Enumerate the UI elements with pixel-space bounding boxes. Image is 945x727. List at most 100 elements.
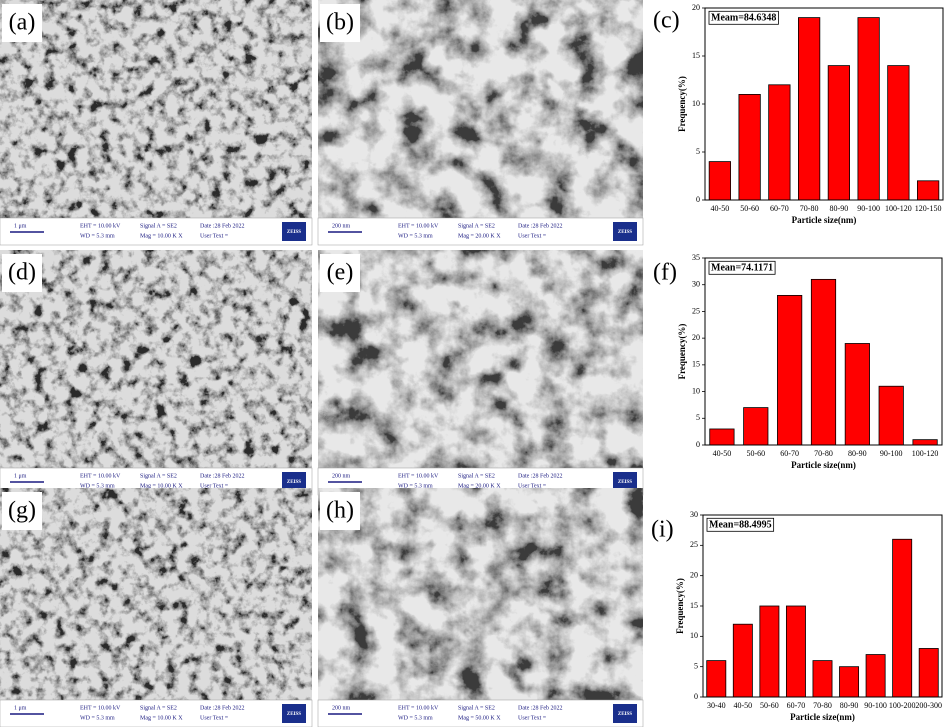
bar	[912, 439, 938, 446]
bar	[839, 666, 860, 698]
info-text: WD = 5.3 mm	[398, 483, 433, 489]
bar	[785, 605, 806, 698]
x-tick-label: 60-70	[770, 204, 789, 213]
scale-label: 200 nm	[332, 473, 351, 479]
scale-label: 1 μm	[14, 473, 27, 479]
bar	[918, 648, 939, 698]
bar	[917, 180, 940, 201]
sem-image	[0, 488, 312, 700]
x-axis-label: Particle size(nm)	[791, 460, 856, 470]
y-axis-label: Frequency(%)	[675, 578, 685, 634]
info-text: User Text =	[518, 715, 547, 721]
info-text: Date :28 Feb 2022	[200, 223, 245, 229]
panel-label: (h)	[326, 498, 354, 524]
info-bar	[0, 699, 313, 727]
plot-frame	[704, 257, 943, 446]
plot-frame	[704, 7, 944, 201]
y-tick-label: 25	[690, 540, 698, 549]
plot-frame	[702, 514, 943, 698]
bar	[812, 660, 833, 698]
x-tick-label: 50-60	[746, 449, 765, 458]
x-tick-label: 40-50	[733, 701, 752, 710]
panel-label: (d)	[8, 260, 36, 286]
panel-label: (b)	[326, 10, 354, 36]
panel-label: (g)	[8, 498, 36, 524]
annotation-box	[708, 10, 779, 25]
x-tick-label: 100-200	[889, 701, 916, 710]
info-text: EHT = 10.00 kV	[398, 473, 439, 479]
y-tick-label: 20	[692, 3, 700, 12]
y-tick-label: 5	[696, 413, 700, 422]
y-axis-label: Frequency(%)	[677, 76, 687, 132]
info-text: Signal A = SE2	[140, 473, 177, 479]
info-bar	[317, 699, 644, 727]
panel-label: (e)	[327, 260, 354, 286]
info-text: WD = 5.3 mm	[398, 233, 433, 239]
y-tick-label: 5	[696, 147, 700, 156]
y-tick-label: 25	[692, 306, 700, 315]
bar	[768, 84, 791, 201]
y-tick-label: 10	[692, 99, 700, 108]
y-tick-label: 15	[690, 601, 698, 610]
bar	[706, 660, 727, 698]
info-bar	[0, 217, 313, 246]
info-text: Mag = 10.00 K X	[140, 715, 183, 721]
y-tick-label: 5	[694, 661, 698, 670]
x-tick-label: 100-120	[912, 449, 939, 458]
bar	[857, 17, 880, 201]
x-tick-label: 50-60	[740, 204, 759, 213]
x-tick-label: 80-90	[830, 204, 849, 213]
bar	[865, 654, 886, 698]
logo: ZEISS	[287, 230, 301, 235]
bar	[708, 161, 731, 201]
info-text: EHT = 10.00 kV	[398, 705, 439, 711]
bar	[798, 17, 821, 201]
panel-label: (i)	[651, 517, 674, 543]
scale-label: 200 nm	[332, 705, 351, 711]
y-tick-label: 10	[690, 631, 698, 640]
x-tick-label: 90-100	[864, 701, 887, 710]
info-text: Date :28 Feb 2022	[200, 473, 245, 479]
logo: ZEISS	[618, 230, 632, 235]
info-text: WD = 5.3 mm	[80, 233, 115, 239]
logo-box	[613, 222, 637, 241]
x-tick-label: 70-80	[814, 449, 833, 458]
x-tick-label: 40-50	[711, 204, 730, 213]
y-tick-label: 20	[690, 570, 698, 579]
info-text: Mag = 10.00 K X	[140, 483, 183, 489]
bar	[810, 278, 837, 446]
x-tick-label: 70-80	[800, 204, 819, 213]
x-tick-label: 40-50	[713, 449, 732, 458]
info-text: Signal A = SE2	[458, 223, 495, 229]
y-axis-label: Frequency(%)	[677, 324, 687, 380]
bar	[759, 605, 780, 698]
x-tick-label: 120-150	[915, 204, 942, 213]
label-box	[320, 254, 360, 292]
logo: ZEISS	[287, 712, 301, 717]
info-text: User Text =	[518, 233, 547, 239]
y-tick-label: 15	[692, 360, 700, 369]
sem-image	[0, 0, 312, 218]
info-bar	[317, 217, 644, 246]
annotation-box	[706, 517, 775, 532]
info-text: Signal A = SE2	[458, 705, 495, 711]
info-text: User Text =	[200, 233, 229, 239]
scale-label: 200 nm	[332, 223, 351, 229]
y-tick-label: 0	[694, 692, 698, 701]
x-tick-label: 80-90	[848, 449, 867, 458]
x-axis-label: Particle size(nm)	[790, 712, 855, 722]
info-text: Date :28 Feb 2022	[518, 223, 563, 229]
sem-image	[318, 0, 643, 218]
info-text: Mag = 20.00 K X	[458, 233, 501, 239]
x-tick-label: 70-80	[813, 701, 832, 710]
annotation: Meam=84.6348	[711, 12, 776, 23]
info-text: Signal A = SE2	[458, 473, 495, 479]
y-tick-label: 10	[692, 386, 700, 395]
y-tick-label: 20	[692, 333, 700, 342]
info-text: Date :28 Feb 2022	[200, 705, 245, 711]
bar	[887, 65, 910, 201]
info-text: Mag = 10.00 K X	[140, 233, 183, 239]
scale-label: 1 μm	[14, 223, 27, 229]
